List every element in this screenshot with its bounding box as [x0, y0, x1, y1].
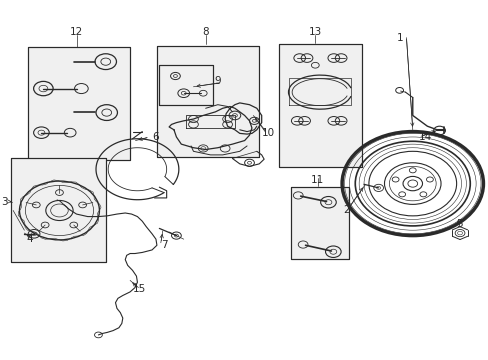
Bar	[28, 47, 130, 160]
Bar	[11, 158, 105, 262]
Text: 12: 12	[70, 27, 83, 37]
Bar	[290, 187, 349, 259]
Bar	[278, 44, 361, 167]
Text: 5: 5	[455, 219, 462, 229]
Text: 7: 7	[161, 239, 167, 249]
Bar	[28, 47, 130, 160]
Bar	[157, 45, 259, 157]
Text: 1: 1	[396, 33, 403, 43]
Bar	[159, 65, 213, 105]
Bar	[11, 158, 105, 262]
Text: 3: 3	[1, 197, 8, 207]
Text: 14: 14	[417, 132, 431, 142]
Text: 9: 9	[214, 76, 221, 86]
Bar	[159, 65, 213, 105]
Bar	[290, 187, 349, 259]
Text: 4: 4	[27, 234, 34, 244]
Text: 11: 11	[310, 175, 324, 185]
Text: 13: 13	[308, 27, 321, 37]
Text: 15: 15	[133, 284, 146, 294]
Bar	[157, 45, 259, 157]
Text: 8: 8	[202, 27, 208, 37]
Bar	[278, 44, 361, 167]
Text: 6: 6	[152, 132, 159, 142]
Text: 2: 2	[343, 206, 349, 216]
Text: 10: 10	[261, 129, 274, 138]
